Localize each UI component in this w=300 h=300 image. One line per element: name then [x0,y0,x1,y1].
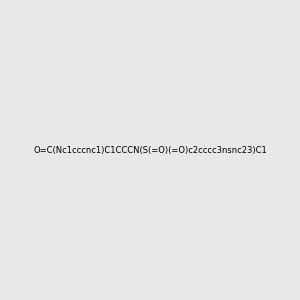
Text: O=C(Nc1cccnc1)C1CCCN(S(=O)(=O)c2cccc3nsnc23)C1: O=C(Nc1cccnc1)C1CCCN(S(=O)(=O)c2cccc3nsn… [33,146,267,154]
